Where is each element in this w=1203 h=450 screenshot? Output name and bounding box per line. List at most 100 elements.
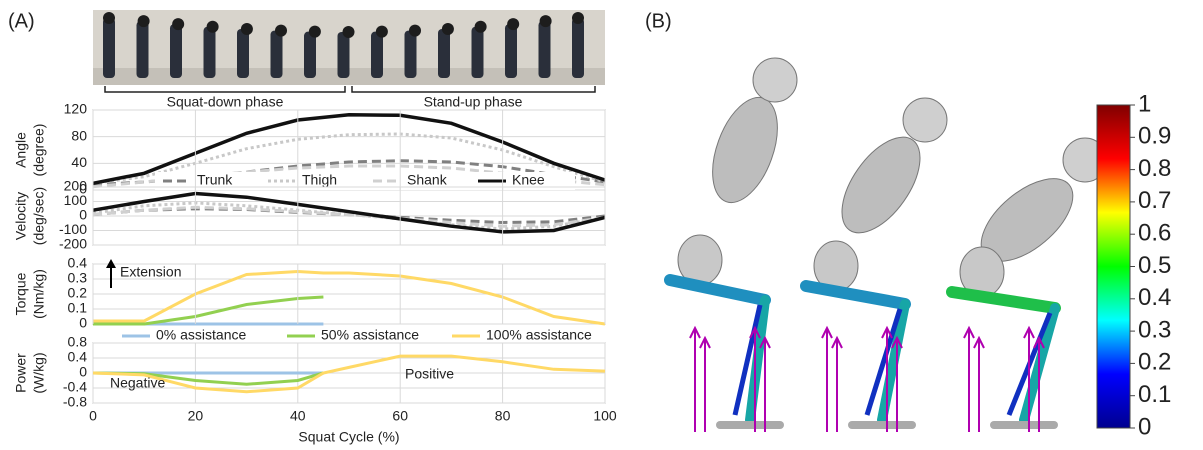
annotation-arrowhead [106,259,116,268]
legend-label: 0% assistance [156,327,246,343]
photo-person [404,30,417,78]
skeleton [800,97,948,432]
colorbar-tick-label: 0.9 [1138,123,1171,150]
legend-label: Thigh [302,172,337,188]
x-tick-label: 60 [392,408,408,424]
colorbar-tick-label: 0 [1138,413,1151,440]
skull [752,57,798,103]
force-arrow [973,335,985,432]
colorbar [1096,104,1131,429]
legend-label: Shank [407,172,448,188]
force-arrow [881,325,893,432]
photo-head [409,24,422,37]
colorbar-tick-label: 0.2 [1138,349,1171,376]
force-arrow [821,325,833,432]
annotation: Positive [405,366,454,382]
photo-person [505,24,517,79]
legend-bg [114,327,609,345]
y-axis-label: Power [13,353,29,393]
y-tick-label: 0.8 [68,334,88,350]
phase-label: Squat-down phase [167,94,284,110]
y-axis-label: (Nm/kg) [31,269,47,319]
data-line [92,201,606,231]
photo-head [375,25,388,38]
y-tick-label: 120 [64,101,88,117]
x-tick-label: 80 [495,408,511,424]
annotation: Extension [120,264,181,280]
photo-head [572,12,584,24]
y-tick-label: 40 [71,154,87,170]
photo-head [275,24,288,37]
data-line [92,132,606,185]
photo-head [172,18,185,31]
y-axis-label: (deg/sec) [31,187,47,245]
thigh-muscle [664,274,771,306]
phase-brackets [104,86,596,93]
photo-head [240,22,253,35]
y-tick-label: 0 [79,181,87,197]
colorbar-tick-label: 1 [1138,90,1151,117]
photo-person [538,21,551,78]
skeleton-illustration [664,57,1108,432]
y-axis-label: (W/kg) [31,352,47,393]
legend-label: Knee [512,172,545,188]
y-tick-label: -0.4 [63,379,87,395]
photo-person [103,18,115,78]
photo-person [572,18,584,78]
legend-bg [155,172,575,190]
y-tick-label: 0.3 [68,270,88,286]
shank-muscle [745,295,770,425]
y-tick-label: 0.4 [68,255,88,271]
photo-person [304,31,316,78]
y-tick-label: 0.2 [68,285,88,301]
colorbar-tick-label: 0.3 [1138,316,1171,343]
x-axis-label: Squat Cycle (%) [298,429,399,445]
y-tick-label: 0 [79,315,87,331]
photo-person [170,24,182,79]
photo-head [342,26,355,38]
y-tick-label: 100 [64,192,88,208]
photo-person [471,26,484,78]
skeleton [664,57,798,432]
colorbar-tick-label: 0.4 [1138,284,1171,311]
panel-label: (B) [645,10,672,32]
photo-person [438,28,450,78]
colorbar-tick-label: 0.5 [1138,252,1171,279]
photo-person [237,28,249,78]
force-arrow [689,325,701,432]
photo-head [137,15,150,28]
y-tick-label: 0 [79,364,87,380]
colorbar-tick-label: 0.8 [1138,155,1171,182]
photo-person [337,32,350,78]
y-tick-label: -200 [59,236,87,252]
legend-label: 100% assistance [486,327,592,343]
y-tick-label: -100 [59,221,87,237]
y-axis-label: Velocity [13,192,29,240]
colorbar-tick-label: 0.1 [1138,381,1171,408]
y-axis-label: Angle [13,132,29,168]
panel-label: (A) [8,10,35,32]
photo-head [308,25,321,38]
shank-muscle-2 [732,304,763,416]
torso [712,96,778,204]
force-arrow [831,335,843,432]
skeleton [946,137,1108,432]
force-arrow [749,325,761,432]
phase-label: Stand-up phase [424,94,523,110]
y-axis-label: (degree) [31,124,47,177]
force-arrow [1023,325,1035,432]
y-tick-label: 0 [79,207,87,223]
force-arrow [963,325,975,432]
x-tick-label: 0 [89,408,97,424]
annotation: Negative [110,375,165,391]
y-tick-label: 0.4 [68,349,88,365]
force-arrow [699,335,711,432]
x-tick-label: 20 [188,408,204,424]
torso [841,136,921,234]
data-line [93,269,606,326]
photo-person [270,30,283,78]
data-line [92,191,606,234]
force-arrow [759,335,771,432]
thigh-muscle [946,286,1061,314]
